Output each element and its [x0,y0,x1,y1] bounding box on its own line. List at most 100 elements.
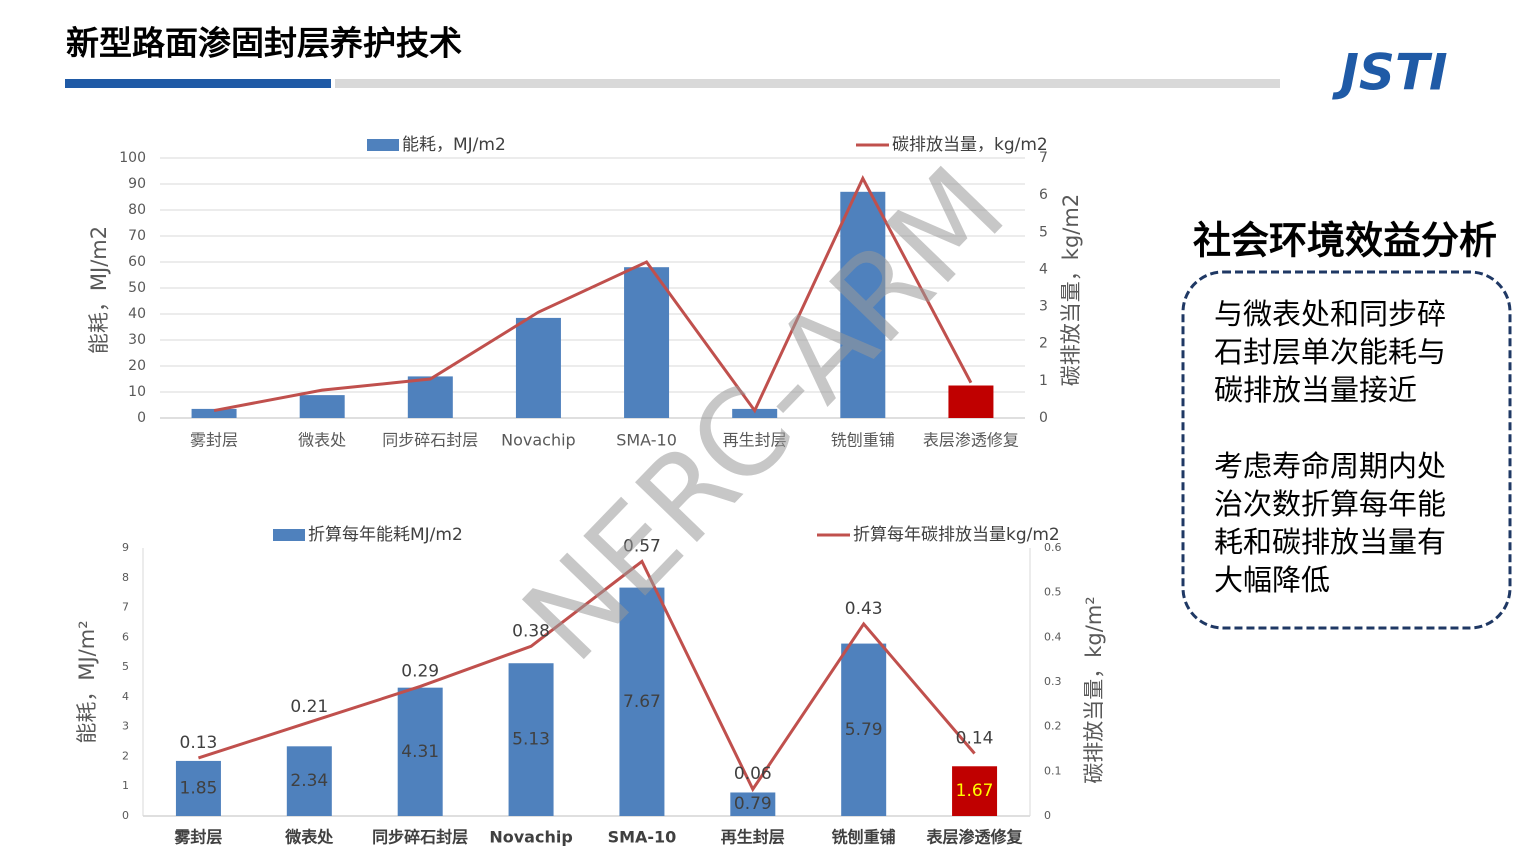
x-tick-label: 雾封层 [173,828,222,847]
panel-line: 与微表处和同步碎 [1214,297,1446,331]
y2-tick-label: 0.2 [1044,720,1062,733]
line-value-label: 0.43 [845,599,883,619]
bar [948,385,994,418]
y-axis-label: 能耗，MJ/m2 [87,226,111,354]
bar [175,760,221,816]
panel-line: 考虑寿命周期内处 [1214,449,1446,483]
panel-line: 碳排放当量接近 [1214,373,1417,407]
bar [299,395,345,418]
y2-tick-label: 0.3 [1044,675,1062,688]
line-value-label: 0.06 [734,764,772,784]
y-tick-label: 50 [128,280,146,296]
line-value-label: 0.29 [401,661,439,681]
y-tick-label: 5 [122,660,129,673]
line-value-label: 0.21 [290,697,328,717]
bar-value-label: 7.67 [623,692,661,712]
bar [191,408,237,418]
x-tick-label: 铣刨重铺 [832,828,896,847]
legend-label: 能耗，MJ/m2 [402,135,506,155]
y-axis-label: 能耗，MJ/m² [75,620,99,743]
legend-swatch [273,529,305,541]
line-value-label: 0.57 [623,536,661,556]
y2-tick-label: 2 [1039,336,1048,352]
slide-title: 新型路面渗固封层养护技术 [66,24,462,63]
x-tick-label: Novachip [489,828,572,847]
line-series [197,559,976,793]
y2-axis-label: 碳排放当量，kg/m² [1082,596,1106,783]
line-value-label: 0.38 [512,621,550,641]
x-tick-label: 再生封层 [723,431,787,450]
y2-tick-label: 3 [1039,299,1048,315]
legend-label: 折算每年碳排放当量kg/m2 [853,525,1060,545]
x-tick-label: 雾封层 [190,431,238,450]
bar [508,663,554,816]
bar [732,408,778,418]
y2-tick-label: 0 [1044,809,1051,822]
bar-value-label: 4.31 [401,742,439,762]
y2-tick-label: 7 [1039,150,1048,166]
panel-heading: 社会环境效益分析 [1193,219,1497,263]
y2-tick-label: 6 [1039,187,1048,203]
x-tick-label: 微表处 [284,828,334,847]
legend-swatch [367,139,399,151]
x-tick-label: Novachip [501,431,576,450]
y2-tick-label: 0.5 [1044,586,1062,599]
bar [619,587,665,816]
bar [286,746,332,816]
bar-value-label: 1.85 [180,778,218,798]
x-tick-label: 再生封层 [721,828,785,847]
legend-label: 碳排放当量，kg/m2 [892,135,1048,155]
y-tick-label: 2 [122,749,129,762]
panel-line: 石封层单次能耗与 [1214,335,1446,369]
y2-tick-label: 0.6 [1044,541,1062,554]
line-value-label: 0.14 [956,728,994,748]
bar-value-label: 2.34 [290,771,328,791]
y-tick-label: 20 [128,358,146,374]
x-tick-label: 表层渗透修复 [926,828,1024,847]
y2-tick-label: 0.1 [1044,764,1062,777]
bar [407,376,453,418]
y-tick-label: 7 [122,601,129,614]
bar-value-label: 1.67 [956,781,994,801]
logo: JSTI [1331,44,1447,102]
y-tick-label: 40 [128,306,146,322]
y2-tick-label: 5 [1039,224,1048,240]
y-tick-label: 90 [128,176,146,192]
bar [397,687,443,816]
title-rule [335,79,1280,88]
x-tick-label: SMA-10 [616,431,677,450]
panel-box [1181,270,1512,630]
y-tick-label: 30 [128,332,146,348]
y2-tick-label: 1 [1039,373,1048,389]
y-tick-label: 0 [122,809,129,822]
y2-tick-label: 0.4 [1044,630,1062,643]
title-bar [65,79,331,88]
bar [515,317,561,418]
y-tick-label: 70 [128,228,146,244]
x-tick-label: 表层渗透修复 [923,431,1019,450]
x-tick-label: 微表处 [298,431,346,450]
x-tick-label: 铣刨重铺 [831,431,895,450]
bar [624,267,670,418]
legend-label: 折算每年能耗MJ/m2 [308,525,463,545]
bar-value-label: 5.13 [512,730,550,750]
line-series [213,175,973,414]
y-tick-label: 100 [119,150,146,166]
bar-value-label: 0.79 [734,794,772,814]
bar [952,766,998,816]
y-tick-label: 3 [122,720,129,733]
x-tick-label: SMA-10 [608,828,677,847]
x-tick-label: 同步碎石封层 [382,431,478,450]
y-tick-label: 60 [128,254,146,270]
y2-tick-label: 0 [1039,410,1048,426]
line-value-label: 0.13 [180,733,218,753]
y-tick-label: 80 [128,202,146,218]
bar-value-label: 5.79 [845,720,883,740]
bar [730,792,776,816]
y-tick-label: 1 [122,779,129,792]
x-tick-label: 同步碎石封层 [372,828,468,847]
y-tick-label: 6 [122,630,129,643]
